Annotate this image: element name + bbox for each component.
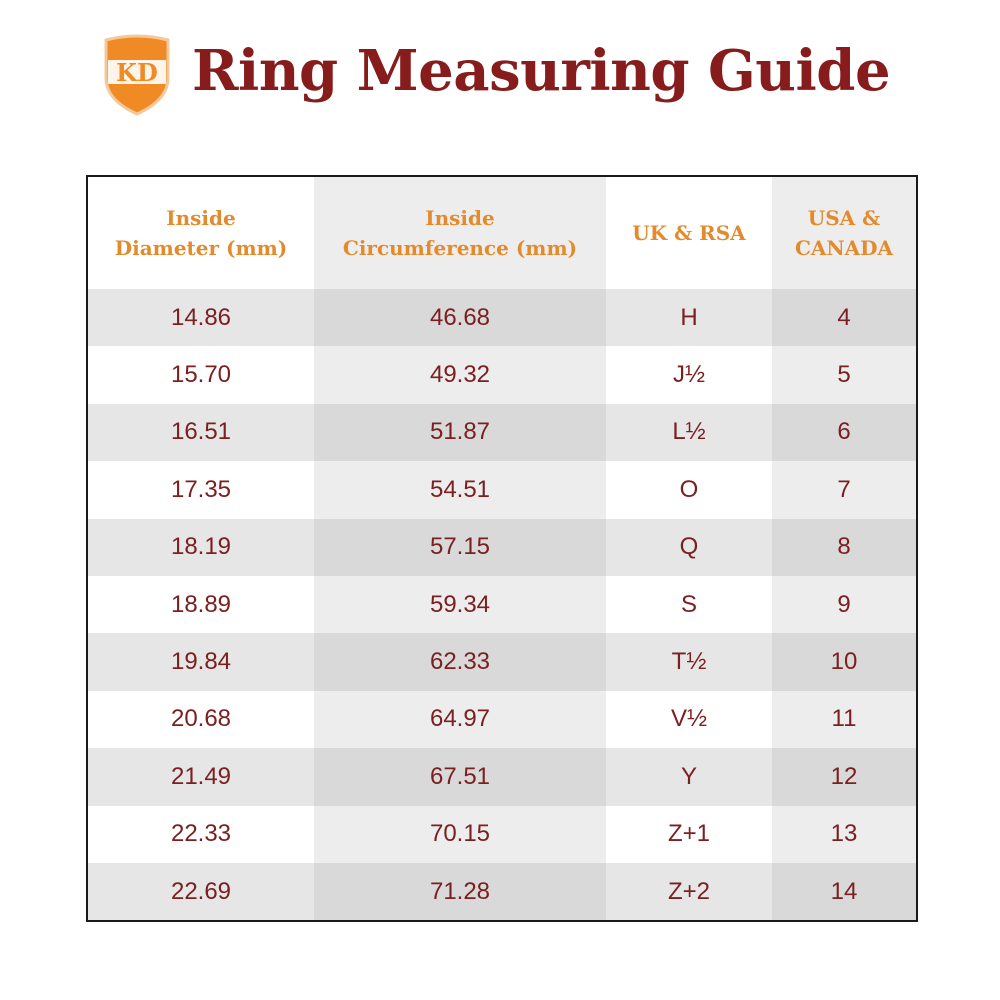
cell-usa-canada: 11	[772, 690, 917, 749]
cell-uk-rsa: O	[606, 461, 772, 519]
cell-usa-canada: 9	[772, 575, 917, 634]
cell-inside-diameter: 17.35	[87, 461, 314, 519]
table-row: 19.84 62.33 T½ 10	[87, 633, 917, 691]
column-header-text: Circumference (mm)	[342, 236, 578, 260]
table-row: 16.51 51.87 L½ 6	[87, 403, 917, 462]
cell-inside-circumference: 57.15	[314, 518, 606, 576]
cell-inside-circumference: 49.32	[314, 346, 606, 404]
cell-usa-canada: 12	[772, 748, 917, 806]
cell-inside-circumference: 64.97	[314, 690, 606, 749]
column-header-inside-circumference: Inside Circumference (mm)	[314, 176, 606, 289]
cell-inside-diameter: 22.33	[87, 805, 314, 863]
cell-uk-rsa: Z+2	[606, 862, 772, 922]
table-row: 18.19 57.15 Q 8	[87, 518, 917, 576]
cell-uk-rsa: L½	[606, 403, 772, 462]
cell-inside-diameter: 21.49	[87, 748, 314, 806]
table-row: 15.70 49.32 J½ 5	[87, 346, 917, 404]
table-row: 21.49 67.51 Y 12	[87, 748, 917, 806]
cell-usa-canada: 13	[772, 805, 917, 863]
cell-usa-canada: 5	[772, 346, 917, 404]
cell-usa-canada: 6	[772, 403, 917, 462]
cell-inside-diameter: 18.89	[87, 575, 314, 634]
table-row: 22.69 71.28 Z+2 14	[87, 862, 917, 922]
cell-inside-circumference: 59.34	[314, 575, 606, 634]
cell-inside-diameter: 19.84	[87, 633, 314, 691]
cell-uk-rsa: J½	[606, 346, 772, 404]
cell-inside-diameter: 14.86	[87, 289, 314, 347]
cell-inside-diameter: 18.19	[87, 518, 314, 576]
cell-usa-canada: 14	[772, 862, 917, 922]
table-row: 22.33 70.15 Z+1 13	[87, 805, 917, 863]
cell-usa-canada: 8	[772, 518, 917, 576]
cell-inside-circumference: 51.87	[314, 403, 606, 462]
page-header: KD Ring Measuring Guide	[0, 30, 1000, 120]
cell-inside-diameter: 22.69	[87, 862, 314, 922]
svg-text:KD: KD	[116, 58, 158, 87]
cell-usa-canada: 4	[772, 289, 917, 347]
page-title: Ring Measuring Guide	[192, 38, 891, 104]
column-header-text: Diameter (mm)	[114, 236, 288, 260]
cell-inside-diameter: 15.70	[87, 346, 314, 404]
column-header-text: UK & RSA	[632, 221, 746, 245]
cell-uk-rsa: Y	[606, 748, 772, 806]
table-row: 20.68 64.97 V½ 11	[87, 690, 917, 749]
table-row: 18.89 59.34 S 9	[87, 575, 917, 634]
cell-uk-rsa: S	[606, 575, 772, 634]
column-header-text: CANADA	[794, 236, 894, 260]
cell-usa-canada: 7	[772, 461, 917, 519]
cell-uk-rsa: Z+1	[606, 805, 772, 863]
column-header-uk-rsa: UK & RSA	[606, 176, 772, 289]
column-header-text: Inside	[166, 206, 236, 230]
column-header-inside-diameter: Inside Diameter (mm)	[87, 176, 314, 289]
kd-logo: KD	[104, 34, 170, 116]
cell-inside-circumference: 46.68	[314, 289, 606, 347]
cell-inside-circumference: 67.51	[314, 748, 606, 806]
column-header-text: Inside	[425, 206, 495, 230]
table-row: 14.86 46.68 H 4	[87, 289, 917, 347]
cell-usa-canada: 10	[772, 633, 917, 691]
cell-inside-circumference: 62.33	[314, 633, 606, 691]
ring-size-table: Inside Diameter (mm) Inside Circumference (…	[86, 175, 918, 923]
cell-uk-rsa: H	[606, 289, 772, 347]
column-header-text: USA &	[807, 206, 881, 230]
cell-uk-rsa: V½	[606, 690, 772, 749]
cell-uk-rsa: Q	[606, 518, 772, 576]
cell-uk-rsa: T½	[606, 633, 772, 691]
cell-inside-diameter: 16.51	[87, 403, 314, 462]
column-header-usa-canada: USA & CANADA	[772, 176, 917, 289]
cell-inside-circumference: 70.15	[314, 805, 606, 863]
cell-inside-circumference: 71.28	[314, 862, 606, 922]
cell-inside-circumference: 54.51	[314, 461, 606, 519]
table-row: 17.35 54.51 O 7	[87, 461, 917, 519]
table-header-row: Inside Diameter (mm) Inside Circumference (…	[87, 176, 917, 289]
cell-inside-diameter: 20.68	[87, 690, 314, 749]
